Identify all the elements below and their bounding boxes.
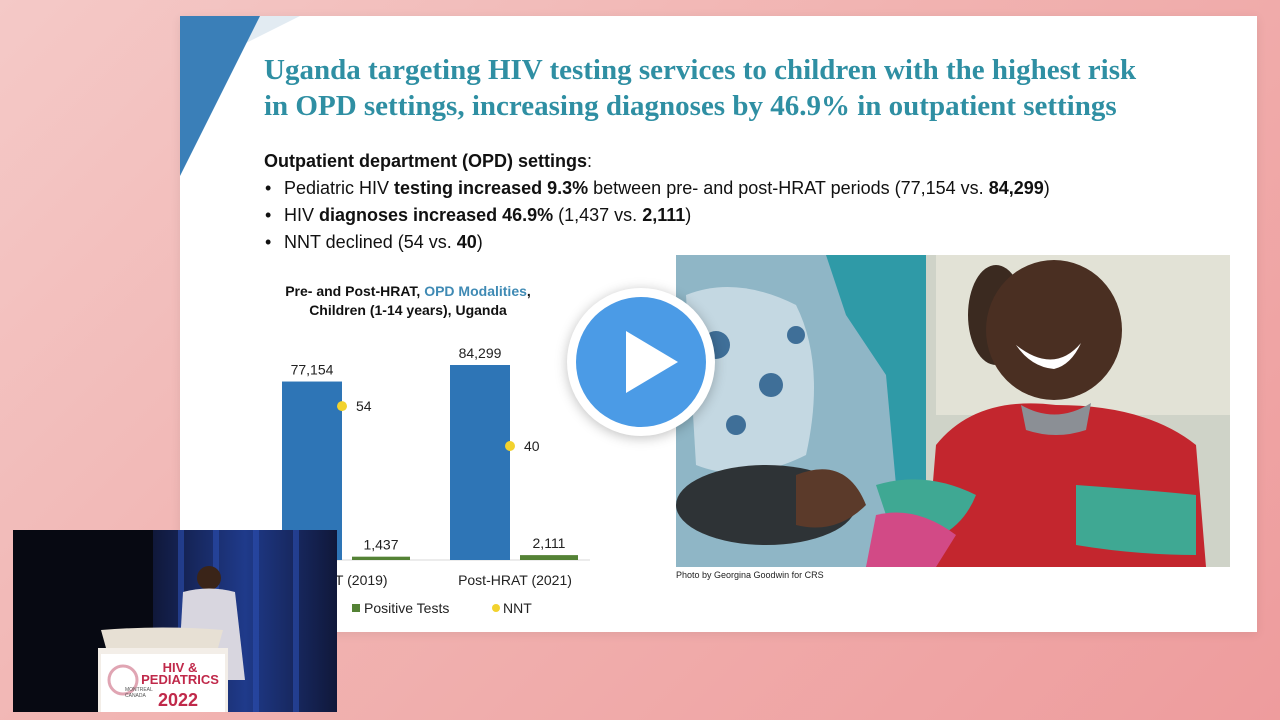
bullet-text: ) — [1043, 178, 1050, 198]
speaker-video: HIV & PEDIATRICS MONTREAL CANADA 2022 — [13, 530, 337, 712]
bullet-item: NNT declined (54 vs. 40) — [264, 229, 1224, 256]
legend-label-positive-tests: Positive Tests — [364, 600, 449, 616]
bullet-text: NNT declined (54 vs. — [284, 232, 457, 252]
slide-title: Uganda targeting HIV testing services to… — [264, 52, 1244, 124]
conference-brand-line1: HIV & — [162, 660, 198, 675]
section-heading: Outpatient department (OPD) settings: — [264, 148, 1224, 175]
photo-credit: Photo by Georgina Goodwin for CRS — [676, 570, 824, 580]
legend-label-nnt: NNT — [503, 600, 532, 616]
photo — [676, 255, 1230, 567]
bullet-item: HIV diagnoses increased 46.9% (1,437 vs.… — [264, 202, 1224, 229]
conference-brand-line2: PEDIATRICS — [141, 672, 219, 687]
conference-location: MONTREAL CANADA — [125, 687, 153, 699]
play-button-inner[interactable] — [576, 297, 706, 427]
bullet-item: Pediatric HIV testing increased 9.3% bet… — [264, 175, 1224, 202]
bullet-bold: 84,299 — [988, 178, 1044, 198]
section-heading-text: Outpatient department (OPD) settings — [264, 151, 588, 171]
data-label-positive-tests: 2,111 — [533, 535, 566, 551]
photo-image — [676, 255, 1230, 567]
point-nnt — [337, 401, 347, 412]
play-icon[interactable] — [626, 331, 678, 393]
play-button[interactable] — [567, 288, 715, 436]
legend-marker-nnt — [492, 604, 500, 612]
bar-positive-tests — [520, 555, 578, 560]
data-label-tests: 84,299 — [459, 345, 502, 361]
chart-title: Pre- and Post-HRAT, OPD Modalities, Chil… — [258, 282, 558, 320]
legend-marker-positive-tests — [352, 604, 360, 612]
chart-title-accent: OPD Modalities — [424, 283, 527, 299]
x-tick-label: Post-HRAT (2021) — [458, 572, 572, 588]
data-label-tests: 77,154 — [291, 362, 334, 378]
bullet-text: Pediatric HIV — [284, 178, 395, 198]
chart-title-text: , — [526, 283, 531, 299]
bullet-text: between pre- and post-HRAT periods (77,1… — [588, 178, 989, 198]
chart-title-line1: Pre- and Post-HRAT, OPD Modalities, — [258, 282, 558, 301]
bullet-text: (1,437 vs. — [553, 205, 643, 225]
conference-logo: HIV & PEDIATRICS — [125, 660, 235, 687]
slide-title-line1: Uganda targeting HIV testing services to… — [264, 54, 1137, 86]
bullet-text: ) — [476, 232, 483, 252]
data-label-positive-tests: 1,437 — [363, 537, 398, 553]
speaker-scene — [13, 530, 337, 712]
bar-positive-tests — [352, 556, 410, 560]
bullet-list: Pediatric HIV testing increased 9.3% bet… — [264, 175, 1224, 256]
data-label-nnt: 40 — [524, 438, 540, 454]
bullet-text: ) — [685, 205, 692, 225]
point-nnt — [505, 441, 515, 451]
bullet-bold: 40 — [456, 232, 477, 252]
bullet-bold: 2,111 — [642, 205, 686, 225]
data-label-nnt: 54 — [356, 398, 372, 414]
bullet-bold: diagnoses increased 46.9% — [319, 205, 554, 225]
presentation-slide: Uganda targeting HIV testing services to… — [180, 16, 1257, 632]
slide-title-line2: in OPD settings, increasing diagnoses by… — [264, 90, 1117, 122]
slide-corner-decoration-blue — [180, 16, 260, 176]
section-heading-colon: : — [587, 151, 593, 171]
bar-tests — [450, 365, 510, 560]
chart-title-line2: Children (1-14 years), Uganda — [309, 302, 507, 318]
bullet-text: HIV — [284, 205, 320, 225]
chart-title-text: Pre- and Post-HRAT, — [285, 283, 425, 299]
conference-year: 2022 — [158, 690, 199, 710]
bullet-bold: testing increased 9.3% — [394, 178, 589, 198]
summary-block: Outpatient department (OPD) settings: Pe… — [264, 148, 1224, 256]
